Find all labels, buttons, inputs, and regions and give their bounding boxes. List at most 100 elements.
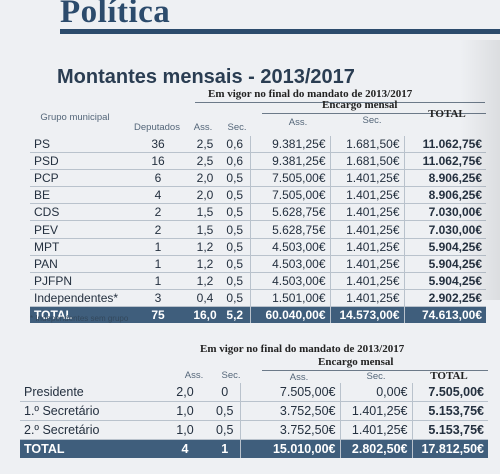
sec-cell: 0,5 — [210, 420, 240, 440]
sec-cell: 0,6 — [220, 152, 250, 171]
encargo-sec-cell: 1.401,25€ — [329, 238, 404, 256]
deputados-cell: 4 — [126, 186, 190, 205]
page-shadow — [460, 40, 500, 300]
sec-cell: 0,6 — [220, 136, 250, 154]
table1-encargo-header: Encargo mensal — [322, 99, 398, 111]
grupo-cell: MPT — [30, 238, 126, 256]
encargo-ass-cell: 9.381,25€ — [249, 136, 330, 154]
table2-body: Presidente 2,0 0 7.505,00€ 0,00€ 7.505,00€ 1.º… — [20, 383, 488, 458]
cargo-cell: 2.º Secretário — [20, 420, 160, 440]
table-row: CDS 2 1,5 0,5 5.628,75€ 1.401,25€ 7.030,00€ — [30, 203, 486, 222]
table-row: MPT 1 1,2 0,5 4.503,00€ 1.401,25€ 5.904,25€ — [30, 238, 486, 256]
grupo-cell: PCP — [30, 169, 126, 188]
encargo-ass-cell: 4.503,00€ — [249, 238, 330, 256]
total-total-cell: 74.613,00€ — [403, 306, 486, 324]
table-row: PS 36 2,5 0,6 9.381,25€ 1.681,50€ 11.062,75€ — [30, 136, 486, 154]
sec-cell: 0 — [210, 383, 240, 402]
total-cell: 5.904,25€ — [403, 255, 486, 273]
col-header-encargo-ass: Ass. — [288, 117, 308, 128]
deputados-cell: 6 — [126, 169, 190, 188]
deputados-cell: 1 — [126, 272, 190, 290]
t2-col-header-encargo-sec: Sec. — [366, 371, 386, 382]
ass-cell: 1,2 — [190, 255, 220, 273]
encargo-ass-cell: 7.505,00€ — [249, 186, 330, 205]
sec-cell: 0,5 — [220, 169, 250, 188]
ass-cell: 2,0 — [190, 169, 220, 188]
table1-encargo-rule — [262, 113, 486, 114]
grupo-cell: PSD — [30, 152, 126, 171]
table1: PS 36 2,5 0,6 9.381,25€ 1.681,50€ 11.062,75€ PS… — [30, 136, 486, 324]
total-sec-cell: 1 — [210, 439, 240, 458]
total-sec-cell: 5,2 — [220, 306, 250, 324]
ass-cell: 1,0 — [160, 420, 210, 440]
total-ass-cell: 16,0 — [190, 306, 220, 324]
encargo-sec-cell: 1.681,50€ — [329, 152, 404, 171]
deputados-cell: 1 — [126, 255, 190, 273]
total-cell: 8.906,25€ — [403, 169, 486, 188]
deputados-cell: 2 — [126, 203, 190, 222]
encargo-ass-cell: 9.381,25€ — [249, 152, 330, 171]
table2-period-header: Em vigor no final do mandato de 2013/201… — [200, 343, 405, 355]
encargo-ass-cell: 4.503,00€ — [249, 255, 330, 273]
col-header-grupo: Grupo municipal — [40, 112, 110, 123]
col-header-encargo-sec: Sec. — [362, 115, 382, 126]
total-cell: 7.030,00€ — [403, 203, 486, 222]
col-header-deputados: Deputados — [134, 122, 180, 133]
total-cell: 5.153,75€ — [411, 401, 488, 421]
encargo-ass-cell: 1.501,00€ — [249, 289, 330, 307]
table1-footnote: * Independentes sem grupo — [30, 314, 129, 323]
sec-cell: 0,5 — [220, 186, 250, 205]
t2-col-header-total: TOTAL — [430, 370, 468, 382]
grupo-cell: PAN — [30, 255, 126, 273]
encargo-sec-cell: 1.401,25€ — [339, 420, 412, 440]
total-cell: 5.904,25€ — [403, 238, 486, 256]
ass-cell: 2,0 — [160, 383, 210, 402]
deputados-cell: 36 — [126, 136, 190, 154]
total-cell: 11.062,75€ — [403, 152, 486, 171]
total-deputados-cell: 75 — [126, 306, 190, 324]
table-row: PAN 1 1,2 0,5 4.503,00€ 1.401,25€ 5.904,25€ — [30, 255, 486, 273]
total-total-cell: 17.812,50€ — [411, 439, 488, 458]
t2-col-header-encargo-ass: Ass. — [289, 372, 309, 383]
total-cell: 2.902,25€ — [403, 289, 486, 307]
encargo-ass-cell: 5.628,75€ — [249, 203, 330, 222]
encargo-sec-cell: 1.401,25€ — [329, 255, 404, 273]
grupo-cell: BE — [30, 186, 126, 205]
sec-cell: 0,5 — [220, 289, 250, 307]
table1-body: PS 36 2,5 0,6 9.381,25€ 1.681,50€ 11.062,75€ PS… — [30, 136, 486, 324]
ass-cell: 2,5 — [190, 152, 220, 171]
total-encargo-sec-cell: 2.802,50€ — [339, 439, 412, 458]
deputados-cell: 2 — [126, 220, 190, 239]
cargo-cell: 1.º Secretário — [20, 401, 160, 421]
ass-cell: 0,4 — [190, 289, 220, 307]
deputados-cell: 1 — [126, 238, 190, 256]
total-cell: 8.906,25€ — [403, 186, 486, 205]
deputados-cell: 16 — [126, 152, 190, 171]
ass-cell: 2,0 — [190, 186, 220, 205]
deputados-cell: 3 — [126, 289, 190, 307]
total-cell: 11.062,75€ — [403, 136, 486, 154]
t2-col-header-sec: Sec. — [221, 370, 241, 381]
encargo-sec-cell: 0,00€ — [339, 383, 412, 402]
encargo-ass-cell: 7.505,00€ — [249, 169, 330, 188]
total-cell: 7.030,00€ — [403, 220, 486, 239]
ass-cell: 1,2 — [190, 238, 220, 256]
table2-encargo-rule — [262, 370, 488, 371]
sec-cell: 0,5 — [220, 272, 250, 290]
ass-cell: 1,2 — [190, 272, 220, 290]
table-row: 1.º Secretário 1,0 0,5 3.752,50€ 1.401,25€ 5.… — [20, 401, 488, 421]
cargo-cell: Presidente — [20, 383, 160, 402]
ass-cell: 2,5 — [190, 136, 220, 154]
encargo-sec-cell: 1.401,25€ — [329, 220, 404, 239]
ass-cell: 1,5 — [190, 220, 220, 239]
grupo-cell: PJFPN — [30, 272, 126, 290]
encargo-ass-cell: 7.505,00€ — [239, 383, 340, 402]
table2-encargo-header: Encargo mensal — [318, 356, 394, 368]
encargo-ass-cell: 3.752,50€ — [239, 420, 340, 440]
col-header-ass: Ass. — [193, 122, 213, 133]
col-header-sec: Sec. — [227, 122, 247, 133]
ass-cell: 1,5 — [190, 203, 220, 222]
total-cell: 5.153,75€ — [411, 420, 488, 440]
encargo-sec-cell: 1.401,25€ — [329, 203, 404, 222]
